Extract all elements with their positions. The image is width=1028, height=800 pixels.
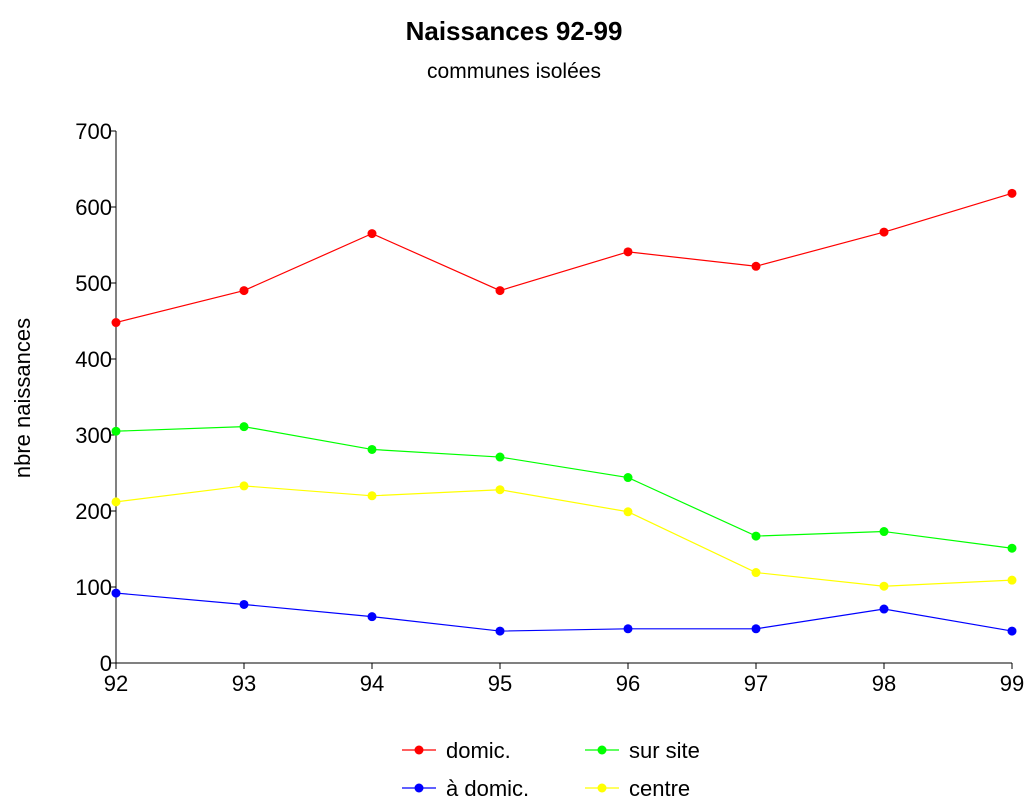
data-point [367,229,377,239]
data-point [751,261,761,271]
legend-label: à domic. [446,776,529,800]
chart-subtitle: communes isolées [427,60,601,83]
chart-title: Naissances 92-99 [406,16,623,46]
data-point [495,485,505,495]
data-point [879,527,889,537]
y-tick-label: 600 [75,195,112,220]
data-point [367,612,377,622]
data-point [623,624,633,634]
data-point [879,227,889,237]
x-tick-label: 96 [616,671,640,696]
data-point [495,452,505,462]
legend-swatch-marker [597,783,607,793]
x-tick-label: 99 [1000,671,1024,696]
data-point [111,318,121,328]
series-group [111,188,1017,636]
legend-label: domic. [446,738,511,763]
x-tick-label: 93 [232,671,256,696]
legend-swatch-marker [414,783,424,793]
y-tick-label: 0 [100,651,112,676]
legend: domic. sur site à domic. centre [402,738,700,800]
y-tick-label: 500 [75,271,112,296]
y-tick-label: 300 [75,423,112,448]
data-point [239,599,249,609]
data-point [623,473,633,483]
y-tick-label: 400 [75,347,112,372]
data-point [751,624,761,634]
x-ticks: 92 93 94 95 96 97 98 99 [104,663,1024,696]
y-tick-label: 700 [75,119,112,144]
data-point [239,422,249,432]
y-tick-label: 200 [75,499,112,524]
x-tick-label: 97 [744,671,768,696]
legend-swatch-marker [414,745,424,755]
data-point [111,588,121,598]
legend-label: centre [629,776,690,800]
y-tick-label: 100 [75,575,112,600]
legend-label: sur site [629,738,700,763]
data-point [111,497,121,507]
data-point [751,531,761,541]
data-point [623,507,633,517]
data-point [879,604,889,614]
series-line [115,426,1013,549]
data-point [495,626,505,636]
series-line [115,192,1013,324]
data-point [239,286,249,296]
data-point [1007,543,1017,553]
data-point [367,491,377,501]
data-point [111,426,121,436]
data-point [367,444,377,454]
data-point [495,286,505,296]
data-point [239,481,249,491]
legend-swatch-marker [597,745,607,755]
series-line [115,592,1013,632]
x-tick-label: 95 [488,671,512,696]
x-tick-label: 98 [872,671,896,696]
data-point [751,568,761,578]
y-ticks: 0 100 200 300 400 500 600 700 [75,119,116,676]
series-line [115,485,1013,587]
x-tick-label: 92 [104,671,128,696]
y-axis-label: nbre naissances [10,318,35,478]
x-tick-label: 94 [360,671,384,696]
data-point [879,581,889,591]
data-point [1007,575,1017,585]
data-point [1007,626,1017,636]
data-point [1007,188,1017,198]
data-point [623,247,633,257]
